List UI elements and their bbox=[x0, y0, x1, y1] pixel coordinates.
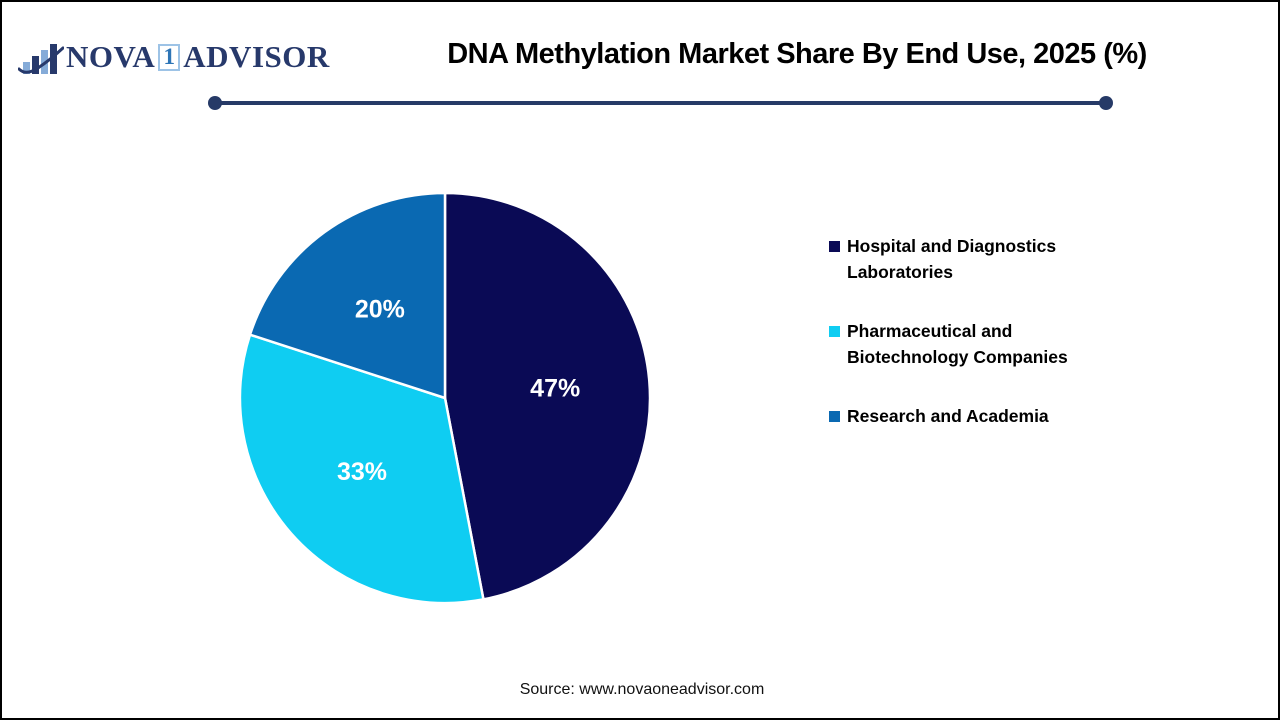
source-attribution: Source: www.novaoneadvisor.com bbox=[519, 681, 765, 698]
legend-swatch-navy bbox=[829, 241, 840, 252]
title-underline-divider bbox=[208, 96, 1113, 110]
pie-slice-2 bbox=[248, 191, 447, 400]
legend-item-pharma: Pharmaceutical and Biotechnology Compani… bbox=[829, 318, 1109, 370]
legend-label: Pharmaceutical and Biotechnology Compani… bbox=[847, 321, 1068, 367]
pie-chart: 47% 33% 20% bbox=[237, 190, 653, 606]
brand-name-advisor: ADVISOR bbox=[183, 39, 330, 74]
pie-label-0: 47% bbox=[530, 375, 580, 403]
legend-swatch-blue bbox=[829, 411, 840, 422]
chart-legend: Hospital and Diagnostics Laboratories Ph… bbox=[829, 233, 1109, 462]
bar-chart-swoosh-icon bbox=[18, 44, 64, 74]
brand-one-badge: 1 bbox=[158, 43, 181, 71]
legend-item-research: Research and Academia bbox=[829, 403, 1109, 429]
legend-label: Hospital and Diagnostics Laboratories bbox=[847, 236, 1057, 282]
brand-wordmark: NOVA 1 ADVISOR bbox=[66, 39, 330, 75]
pie-slice-0 bbox=[443, 191, 652, 601]
brand-logo: NOVA 1 ADVISOR bbox=[18, 36, 330, 78]
legend-swatch-cyan bbox=[829, 326, 840, 337]
legend-label: Research and Academia bbox=[847, 406, 1049, 426]
brand-name-nova: NOVA bbox=[66, 39, 156, 74]
pie-slice-1 bbox=[238, 333, 485, 605]
pie-label-2: 20% bbox=[355, 295, 405, 323]
pie-chart-svg: 47% 33% 20% bbox=[238, 191, 652, 605]
legend-item-hospital: Hospital and Diagnostics Laboratories bbox=[829, 233, 1109, 285]
page-title: DNA Methylation Market Share By End Use,… bbox=[447, 38, 1147, 70]
pie-label-1: 33% bbox=[337, 458, 387, 486]
